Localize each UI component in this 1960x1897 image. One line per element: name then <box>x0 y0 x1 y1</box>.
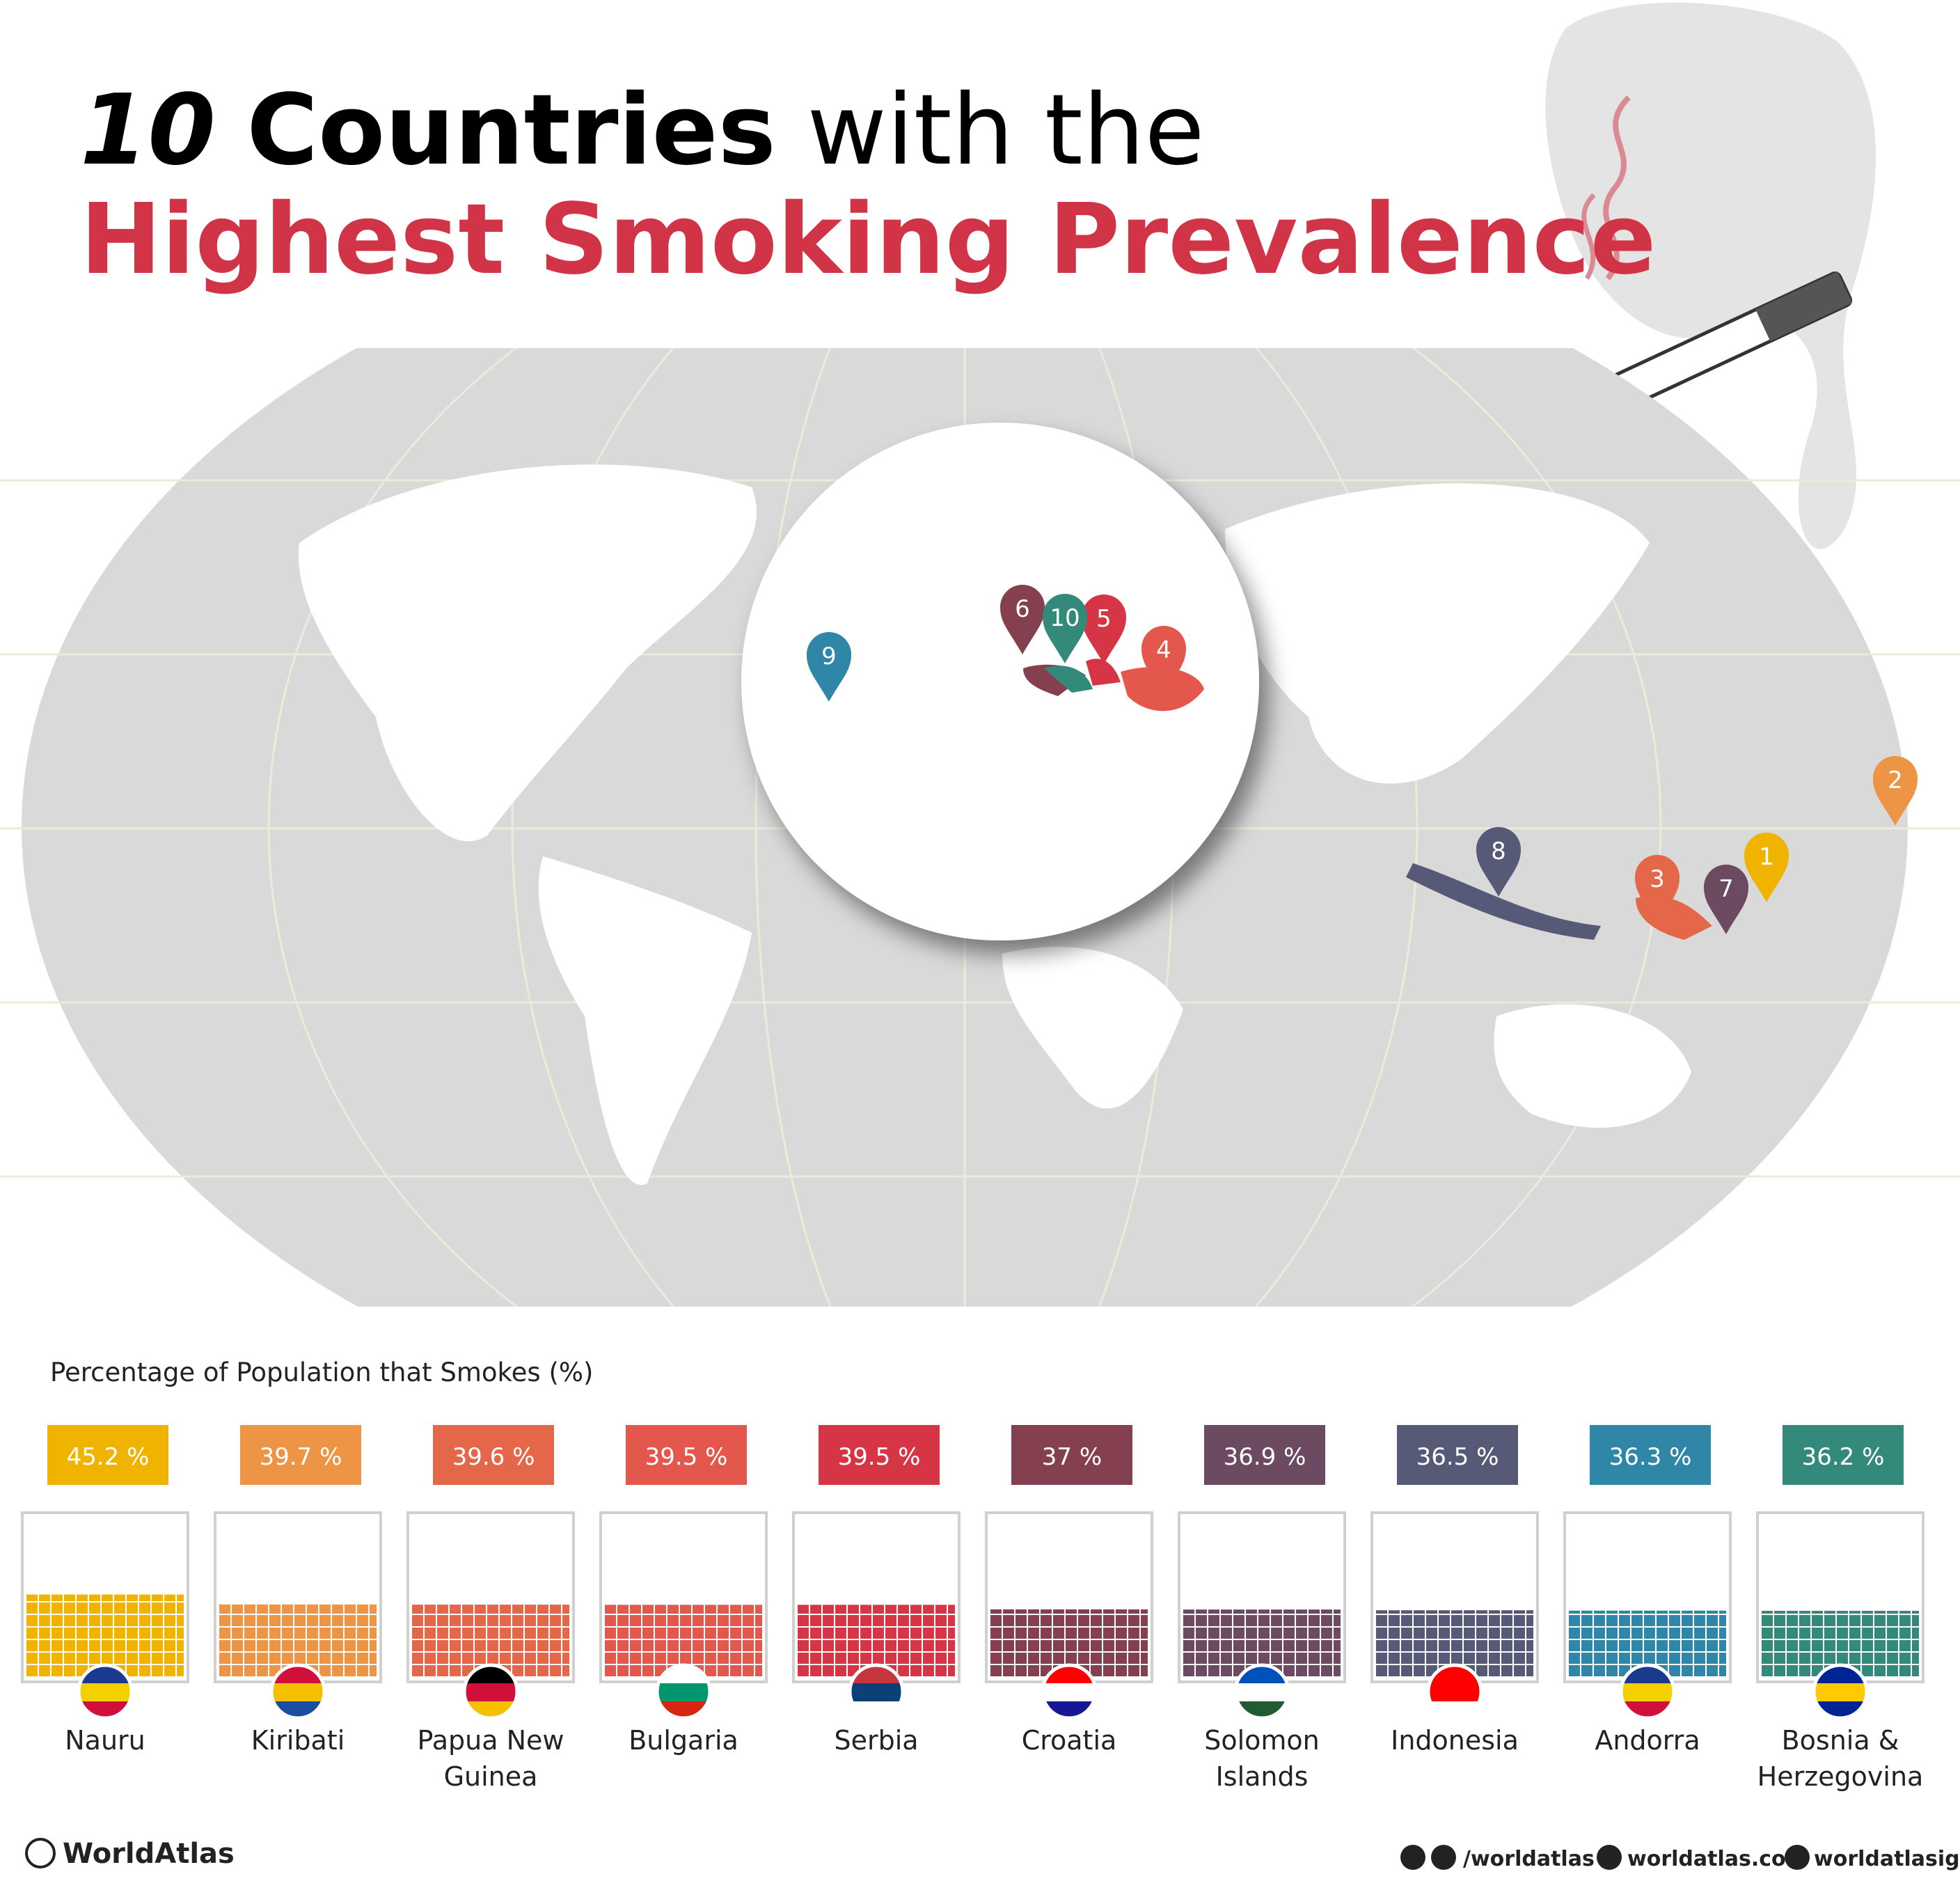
smoke-line <box>1581 193 1596 280</box>
pins: 1 2 3 4 5 6 7 8 9 10 <box>807 585 1918 934</box>
pin-label: 4 <box>1156 636 1171 664</box>
pin <box>1635 855 1680 924</box>
value-label: 39.5 % <box>645 1443 728 1471</box>
value-label: 39.6 % <box>452 1443 535 1471</box>
pin-label: 7 <box>1718 875 1734 903</box>
magnifier <box>741 423 1259 940</box>
category-label: Papua New Guinea <box>417 1725 564 1792</box>
chart: 45.2 % 39.7 % 39.6 % 39.5 % 39.5 % 37 % 36.9 %… <box>21 1425 1925 1720</box>
pin <box>1082 595 1126 664</box>
category-label: Bulgaria <box>629 1725 738 1756</box>
pin-label: 8 <box>1491 837 1506 865</box>
smoke-line <box>1603 95 1631 281</box>
value-box <box>1590 1425 1711 1485</box>
category-label: Croatia <box>1021 1725 1117 1756</box>
value-box <box>433 1425 554 1485</box>
pin <box>1476 827 1521 897</box>
smoke <box>1545 2 1876 549</box>
flag-ring <box>1812 1663 1869 1720</box>
pin-label: 9 <box>821 643 837 670</box>
pin <box>1873 756 1918 826</box>
pin <box>1043 594 1087 663</box>
flag-stripe <box>464 1683 517 1702</box>
flag-ring <box>848 1663 905 1720</box>
value-box <box>1783 1425 1904 1485</box>
site: worldatlas.com <box>1627 1847 1808 1871</box>
flag-stripe <box>1235 1683 1288 1702</box>
pin <box>1744 833 1789 902</box>
value-label: 39.5 % <box>838 1443 921 1471</box>
category-label: Andorra <box>1595 1725 1700 1756</box>
flag-ring <box>1619 1663 1676 1720</box>
pin-label: 10 <box>1050 604 1080 632</box>
category-label: Nauru <box>65 1725 145 1756</box>
flag-ring <box>462 1663 519 1720</box>
flag-ring <box>1426 1663 1483 1720</box>
flag-stripe <box>850 1683 903 1702</box>
waffle <box>26 1594 184 1676</box>
value-box <box>819 1425 940 1485</box>
flag-ring <box>269 1663 326 1720</box>
flag <box>271 1665 324 1718</box>
flag-ring <box>1041 1663 1098 1720</box>
pin <box>1141 626 1186 695</box>
value-label: 36.5 % <box>1416 1443 1499 1471</box>
category-label: Serbia <box>834 1725 919 1756</box>
category-label: Bosnia & Herzegovina <box>1757 1725 1924 1792</box>
pin-label: 3 <box>1650 865 1665 893</box>
value-box <box>240 1425 361 1485</box>
instagram: worldatlasig <box>1814 1847 1960 1871</box>
value-label: 37 % <box>1042 1443 1102 1471</box>
pin-label: 2 <box>1888 766 1903 794</box>
footer: WorldAtlas /worldatlas worldatlas.com wo… <box>25 1838 1960 1871</box>
value-box <box>1397 1425 1518 1485</box>
flag-ring <box>1233 1663 1290 1720</box>
value-label: 39.7 % <box>260 1443 342 1471</box>
category-label: Indonesia <box>1391 1725 1519 1756</box>
chart-title: Percentage of Population that Smokes (%) <box>50 1357 594 1387</box>
brand: WorldAtlas <box>63 1838 235 1870</box>
pin <box>1000 585 1045 654</box>
flag-stripe <box>657 1683 710 1702</box>
flag-stripe <box>271 1683 324 1702</box>
flag-stripe <box>1621 1683 1674 1702</box>
title-bold: Countries <box>246 74 776 187</box>
value-label: 36.3 % <box>1609 1443 1692 1471</box>
value-label: 45.2 % <box>67 1443 150 1471</box>
title-rest: with the <box>807 74 1204 187</box>
flag-ring <box>77 1663 134 1720</box>
value-box <box>47 1425 168 1485</box>
social: /worldatlas <box>1463 1847 1595 1871</box>
pin <box>807 632 851 702</box>
flag-stripe <box>1814 1683 1867 1702</box>
title: 10 Countries with the <box>80 74 1205 187</box>
flag-stripe <box>1428 1683 1481 1702</box>
pin <box>1704 865 1748 934</box>
value-label: 36.9 % <box>1224 1443 1306 1471</box>
subtitle: Highest Smoking Prevalence <box>80 183 1656 297</box>
value-box <box>1204 1425 1325 1485</box>
pin-label: 1 <box>1759 843 1774 871</box>
flag-ring <box>655 1663 712 1720</box>
pin-label: 6 <box>1015 595 1030 623</box>
value-box <box>1011 1425 1132 1485</box>
pin-label: 5 <box>1096 605 1112 633</box>
value-box <box>626 1425 747 1485</box>
category-label: Kiribati <box>251 1725 345 1756</box>
flag-stripe <box>1043 1683 1096 1702</box>
flag-stripe <box>79 1683 132 1702</box>
category-label: Solomon Islands <box>1204 1725 1320 1792</box>
title-number: 10 <box>80 74 216 187</box>
value-label: 36.2 % <box>1802 1443 1885 1471</box>
